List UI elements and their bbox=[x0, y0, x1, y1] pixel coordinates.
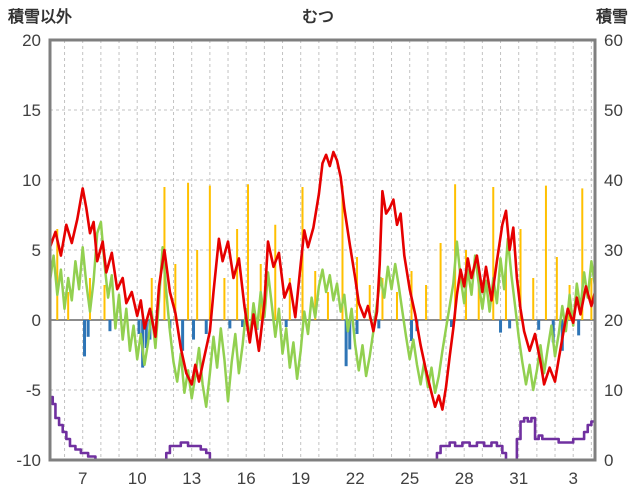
svg-text:13: 13 bbox=[182, 469, 201, 488]
svg-text:10: 10 bbox=[604, 381, 623, 400]
svg-text:-5: -5 bbox=[26, 381, 41, 400]
svg-text:16: 16 bbox=[237, 469, 256, 488]
svg-text:40: 40 bbox=[604, 171, 623, 190]
svg-text:20: 20 bbox=[604, 311, 623, 330]
plot-frame bbox=[48, 38, 597, 462]
horizontal-gridlines bbox=[50, 109, 595, 391]
svg-text:0: 0 bbox=[32, 311, 41, 330]
svg-text:28: 28 bbox=[455, 469, 474, 488]
left-axis-ticks: 20 15 10 5 0 -5 -10 bbox=[16, 31, 41, 470]
svg-text:25: 25 bbox=[400, 469, 419, 488]
red-line bbox=[48, 150, 597, 411]
svg-text:0: 0 bbox=[604, 451, 613, 470]
svg-text:5: 5 bbox=[32, 241, 41, 260]
svg-text:10: 10 bbox=[128, 469, 147, 488]
svg-text:19: 19 bbox=[291, 469, 310, 488]
svg-text:50: 50 bbox=[604, 101, 623, 120]
green-line bbox=[48, 220, 597, 409]
svg-text:22: 22 bbox=[346, 469, 365, 488]
purple-step bbox=[50, 395, 597, 462]
blue-bars bbox=[83, 320, 581, 368]
svg-text:31: 31 bbox=[509, 469, 528, 488]
svg-text:60: 60 bbox=[604, 31, 623, 50]
x-axis-ticks: 7 10 13 16 19 22 25 28 31 3 bbox=[78, 469, 578, 488]
svg-text:10: 10 bbox=[22, 171, 41, 190]
svg-text:20: 20 bbox=[22, 31, 41, 50]
left-axis-title: 積雪以外 bbox=[8, 9, 73, 26]
svg-text:30: 30 bbox=[604, 241, 623, 260]
right-axis-title: 積雪 bbox=[595, 9, 628, 26]
svg-text:7: 7 bbox=[78, 469, 87, 488]
svg-text:-10: -10 bbox=[16, 451, 41, 470]
chart-title: むつ bbox=[301, 9, 334, 26]
right-axis-ticks: 60 50 40 30 20 10 0 bbox=[604, 31, 623, 470]
svg-text:15: 15 bbox=[22, 101, 41, 120]
svg-text:3: 3 bbox=[568, 469, 577, 488]
